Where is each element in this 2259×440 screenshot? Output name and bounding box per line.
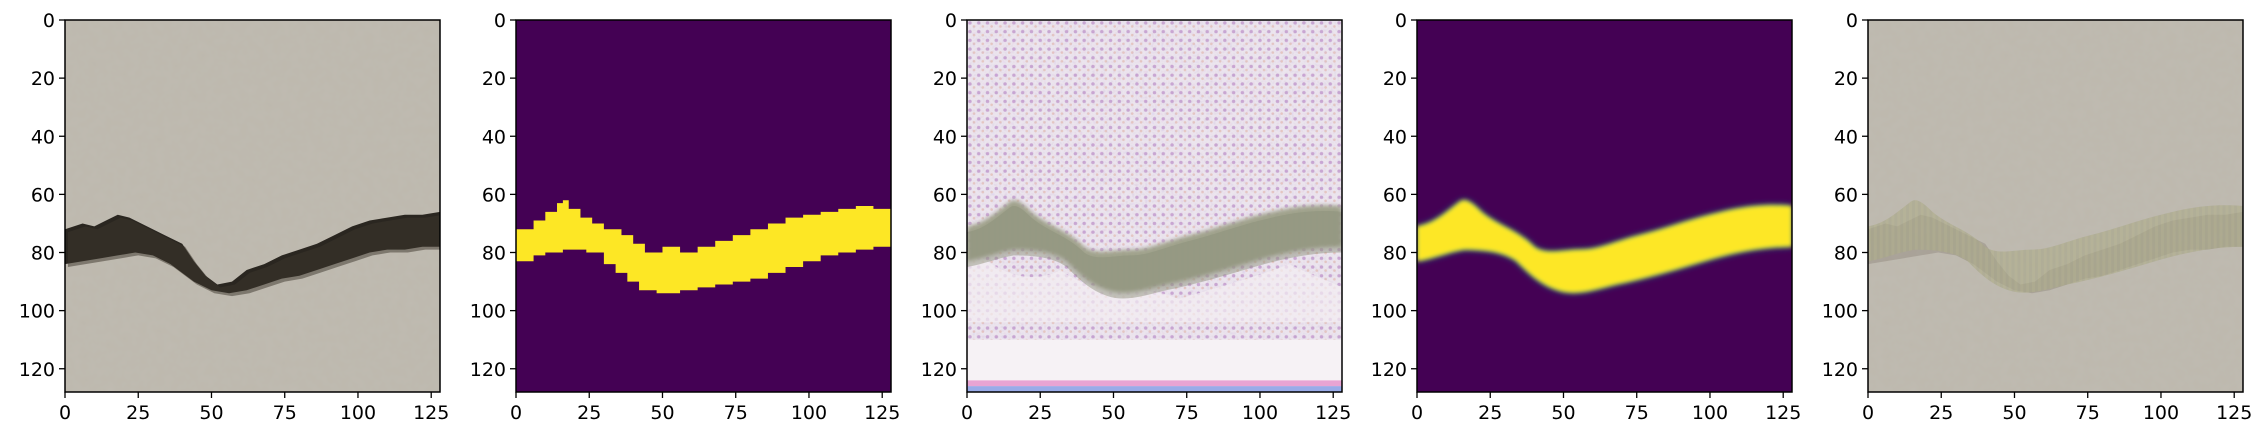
panel-3 — [966, 19, 1343, 393]
x-tick-label: 75 — [1625, 402, 1649, 424]
x-tick-label: 125 — [413, 402, 449, 424]
x-tick-label: 125 — [1315, 402, 1351, 424]
y-tick-label: 20 — [1834, 68, 1858, 90]
y-tick-label: 120 — [19, 359, 55, 381]
y-tick-label: 60 — [933, 184, 957, 206]
y-tick-label: 100 — [1371, 301, 1407, 323]
x-tick-label: 0 — [961, 402, 973, 424]
x-tick-label: 50 — [1101, 402, 1125, 424]
y-tick-label: 40 — [1383, 126, 1407, 148]
y-tick-label: 60 — [1383, 184, 1407, 206]
x-tick-label: 25 — [577, 402, 601, 424]
x-tick-label: 75 — [2076, 402, 2100, 424]
y-tick-label: 0 — [1846, 10, 1858, 32]
y-tick-label: 0 — [494, 10, 506, 32]
x-tick-label: 0 — [1411, 402, 1423, 424]
panel-3-image — [967, 20, 1342, 392]
y-tick-label: 80 — [1383, 243, 1407, 265]
y-tick-label: 60 — [31, 184, 55, 206]
y-tick-label: 60 — [1834, 184, 1858, 206]
panel-5 — [1867, 19, 2244, 393]
x-tick-label: 25 — [126, 402, 150, 424]
y-tick-label: 100 — [1822, 301, 1858, 323]
y-tick-label: 80 — [1834, 243, 1858, 265]
y-tick-label: 40 — [933, 126, 957, 148]
x-tick-label: 50 — [2002, 402, 2026, 424]
panel-4 — [1416, 19, 1793, 393]
y-tick-label: 20 — [933, 68, 957, 90]
y-tick-label: 40 — [1834, 126, 1858, 148]
panel-2-image — [516, 20, 891, 392]
x-tick-label: 125 — [2216, 402, 2252, 424]
y-tick-label: 120 — [921, 359, 957, 381]
y-tick-label: 100 — [19, 301, 55, 323]
x-tick-label: 0 — [510, 402, 522, 424]
x-tick-label: 50 — [650, 402, 674, 424]
y-tick-label: 40 — [482, 126, 506, 148]
y-tick-label: 80 — [31, 243, 55, 265]
panel-1-image — [65, 20, 440, 392]
panel-5-image — [1868, 20, 2243, 392]
panel-2 — [515, 19, 892, 393]
x-tick-label: 0 — [1862, 402, 1874, 424]
x-tick-label: 100 — [1692, 402, 1728, 424]
y-tick-label: 120 — [1822, 359, 1858, 381]
x-tick-label: 100 — [2143, 402, 2179, 424]
y-tick-label: 0 — [43, 10, 55, 32]
x-tick-label: 25 — [1478, 402, 1502, 424]
x-tick-label: 125 — [1765, 402, 1801, 424]
x-tick-label: 75 — [273, 402, 297, 424]
y-tick-label: 120 — [1371, 359, 1407, 381]
y-tick-label: 100 — [470, 301, 506, 323]
y-tick-label: 60 — [482, 184, 506, 206]
y-tick-label: 80 — [482, 243, 506, 265]
x-tick-label: 25 — [1929, 402, 1953, 424]
y-tick-label: 0 — [945, 10, 957, 32]
y-tick-label: 0 — [1395, 10, 1407, 32]
x-tick-label: 50 — [1551, 402, 1575, 424]
panel-1 — [64, 19, 441, 393]
x-tick-label: 25 — [1028, 402, 1052, 424]
x-tick-label: 50 — [199, 402, 223, 424]
x-tick-label: 125 — [864, 402, 900, 424]
y-tick-label: 20 — [482, 68, 506, 90]
x-tick-label: 0 — [59, 402, 71, 424]
x-tick-label: 75 — [724, 402, 748, 424]
y-tick-label: 20 — [31, 68, 55, 90]
y-tick-label: 120 — [470, 359, 506, 381]
x-tick-label: 100 — [340, 402, 376, 424]
x-tick-label: 100 — [791, 402, 827, 424]
y-tick-label: 20 — [1383, 68, 1407, 90]
y-tick-label: 80 — [933, 243, 957, 265]
x-tick-label: 100 — [1242, 402, 1278, 424]
panel-4-image — [1417, 20, 1792, 392]
x-tick-label: 75 — [1175, 402, 1199, 424]
y-tick-label: 100 — [921, 301, 957, 323]
y-tick-label: 40 — [31, 126, 55, 148]
